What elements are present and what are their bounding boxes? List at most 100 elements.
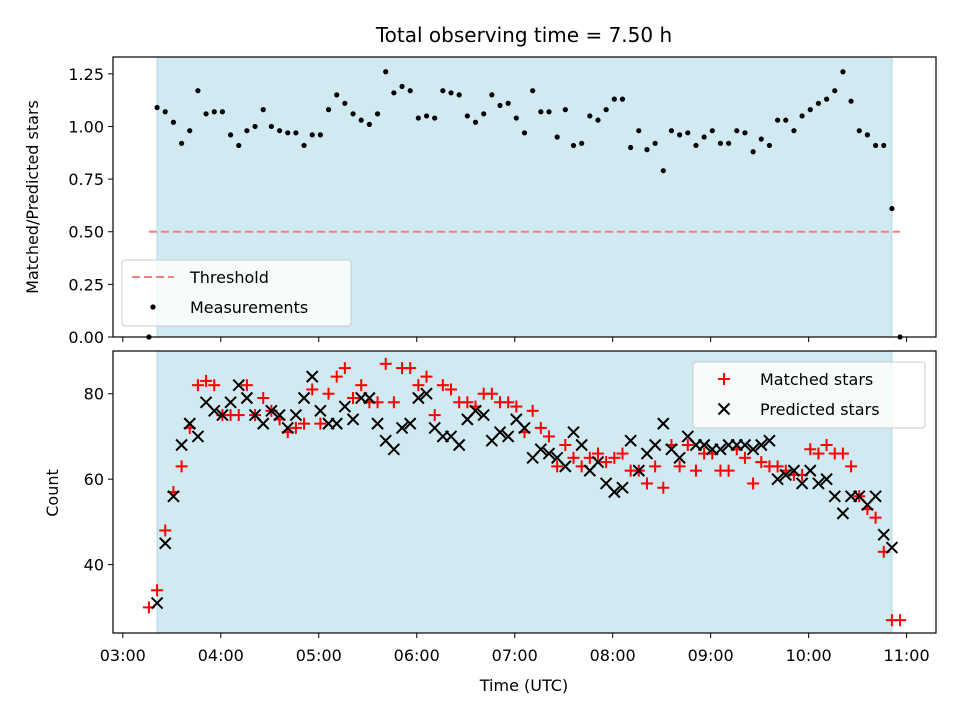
predicted-star-point bbox=[763, 434, 776, 447]
matched-star-point bbox=[355, 379, 368, 392]
measurement-point bbox=[464, 113, 470, 119]
predicted-star-point bbox=[795, 477, 809, 490]
matched-star-point bbox=[289, 421, 302, 434]
predicted-star-point bbox=[477, 408, 490, 422]
marker-stroke bbox=[853, 490, 866, 503]
marker-stroke bbox=[363, 391, 376, 405]
marker-stroke bbox=[755, 438, 768, 452]
measurement-point bbox=[530, 88, 536, 94]
matched-star-point bbox=[640, 477, 653, 490]
measurement-point bbox=[260, 107, 266, 113]
predicted-star-point bbox=[175, 438, 188, 452]
measurement-point bbox=[660, 168, 666, 174]
measurement-point bbox=[823, 96, 830, 102]
measurement-point bbox=[775, 117, 781, 123]
predicted-star-point bbox=[403, 417, 417, 430]
predicted-star-point bbox=[542, 447, 556, 460]
matched-star-point bbox=[338, 362, 351, 375]
marker-stroke bbox=[452, 438, 466, 452]
marker-stroke bbox=[542, 447, 556, 460]
y-tick-label: 0.25 bbox=[68, 275, 104, 294]
matched-star-point bbox=[151, 584, 164, 597]
predicted-star-point bbox=[167, 490, 180, 503]
chart-title: Total observing time = 7.50 h bbox=[375, 23, 672, 47]
y-tick-label: 80 bbox=[84, 385, 104, 404]
measurement-point bbox=[677, 132, 683, 138]
measurement-point bbox=[587, 113, 593, 119]
marker-stroke bbox=[877, 528, 890, 541]
measurement-point bbox=[448, 90, 454, 96]
measurement-point bbox=[579, 140, 585, 146]
measurement-point bbox=[668, 128, 675, 134]
marker-stroke bbox=[387, 443, 401, 456]
measurement-point bbox=[211, 109, 217, 115]
marker-stroke bbox=[624, 434, 637, 447]
measurement-point bbox=[497, 102, 503, 109]
top-axes: 0.00 0.25 0.50 0.75 1.00 1.25 bbox=[68, 56, 937, 347]
marker-stroke bbox=[828, 490, 841, 503]
y-tick-label: 40 bbox=[84, 556, 104, 575]
measurement-point bbox=[399, 83, 405, 90]
matched-star-point bbox=[330, 370, 343, 383]
measurement-point bbox=[178, 140, 185, 146]
bottom-legend: Matched stars Predicted stars bbox=[692, 361, 926, 429]
measurement-point bbox=[415, 115, 421, 121]
y-tick-label: 0.75 bbox=[68, 170, 104, 189]
axes-frame bbox=[112, 56, 937, 338]
measurement-point bbox=[709, 128, 715, 134]
measurement-point bbox=[889, 205, 895, 212]
marker-stroke bbox=[616, 481, 629, 494]
marker-stroke bbox=[265, 404, 278, 418]
matched-star-point bbox=[485, 387, 498, 400]
marker-stroke bbox=[297, 391, 311, 405]
measurement-point bbox=[350, 111, 356, 117]
measurement-point bbox=[554, 134, 560, 140]
marker-stroke bbox=[306, 370, 319, 383]
predicted-star-point bbox=[306, 370, 319, 383]
matched-star-point bbox=[845, 460, 858, 473]
bottom-y-axis-label: Count bbox=[43, 469, 62, 517]
matched-star-point bbox=[722, 464, 735, 477]
predicted-star-point bbox=[836, 507, 850, 520]
marker-stroke bbox=[257, 417, 270, 430]
measurement-point bbox=[815, 100, 822, 106]
marker-stroke bbox=[281, 421, 294, 435]
predicted-star-point bbox=[648, 438, 662, 452]
predicted-star-point bbox=[746, 443, 760, 456]
marker-stroke bbox=[869, 490, 882, 503]
matched-star-point bbox=[404, 362, 417, 375]
matched-star-point bbox=[681, 439, 694, 451]
matched-star-point bbox=[461, 396, 474, 409]
marker-stroke bbox=[608, 485, 621, 499]
predicted-star-point bbox=[559, 460, 572, 473]
marker-stroke bbox=[599, 477, 613, 490]
x-tick-label: 08:00 bbox=[590, 646, 636, 665]
predicted-star-point bbox=[273, 408, 286, 422]
predicted-star-point bbox=[371, 417, 384, 430]
measurement-point bbox=[864, 132, 871, 138]
predicted-star-point bbox=[452, 438, 466, 452]
marker-stroke bbox=[159, 537, 172, 550]
predicted-star-point bbox=[812, 477, 825, 490]
predicted-star-point bbox=[755, 438, 768, 452]
measurement-point bbox=[203, 111, 209, 117]
predicted-star-point bbox=[150, 596, 164, 610]
matched-star-point bbox=[747, 477, 760, 490]
measurement-point bbox=[456, 92, 462, 98]
predicted-star-point bbox=[787, 464, 801, 477]
matched-star-point bbox=[526, 404, 539, 417]
measurement-point bbox=[358, 117, 364, 123]
measurement-point bbox=[799, 113, 805, 119]
matched-star-point bbox=[836, 447, 849, 460]
marker-stroke bbox=[240, 391, 254, 405]
x-tick-label: 10:00 bbox=[786, 646, 832, 665]
marker-stroke bbox=[820, 472, 833, 486]
predicted-star-point bbox=[281, 421, 294, 435]
measurement-point bbox=[293, 130, 299, 136]
measurement-point bbox=[227, 132, 234, 138]
matched-star-point bbox=[412, 379, 425, 392]
measurement-point bbox=[685, 130, 691, 136]
predicted-star-point bbox=[591, 455, 605, 469]
measurement-point bbox=[505, 100, 511, 106]
predicted-star-point bbox=[330, 417, 343, 430]
